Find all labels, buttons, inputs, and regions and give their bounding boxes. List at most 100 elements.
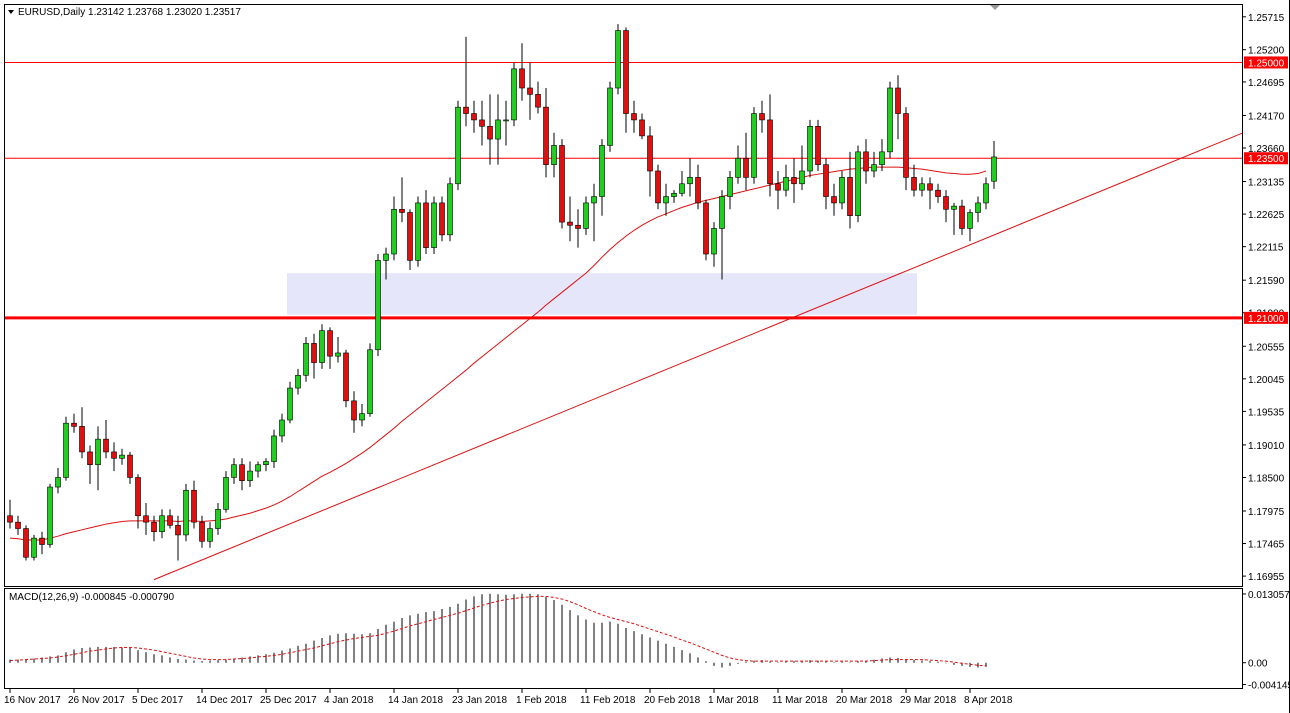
bull-candle [207, 528, 213, 542]
bear-candle [543, 106, 549, 165]
bear-candle [567, 221, 573, 226]
bear-candle [39, 537, 45, 545]
bear-candle [311, 343, 317, 363]
bull-candle [279, 419, 285, 437]
bear-candle [831, 196, 837, 204]
bull-candle [447, 183, 453, 236]
price-tick-label: 1.22625 [1248, 210, 1285, 221]
support-zone [287, 273, 917, 315]
trendline[interactable] [153, 114, 1290, 581]
bear-candle [631, 113, 637, 121]
bear-candle [327, 330, 333, 357]
symbol-header: EURUSD,Daily 1.23142 1.23768 1.23020 1.2… [18, 7, 241, 18]
bull-candle [951, 205, 957, 210]
bear-candle [767, 119, 773, 185]
bull-candle [607, 87, 613, 146]
bull-candle [375, 260, 381, 351]
bull-candle [359, 413, 365, 421]
price-tick-label: 1.18500 [1248, 473, 1285, 484]
time-tick-label: 8 Apr 2018 [964, 695, 1013, 706]
bear-candle [527, 87, 533, 95]
bull-candle [727, 177, 733, 197]
bear-candle [479, 119, 485, 127]
level-price-tag [1244, 152, 1288, 165]
time-tick-label: 16 Nov 2017 [4, 695, 61, 706]
bull-candle [615, 30, 621, 89]
bear-candle [639, 119, 645, 137]
bear-candle [791, 177, 797, 185]
macd-panel-frame [4, 588, 1243, 689]
bear-candle [847, 177, 853, 216]
bull-candle [879, 151, 885, 165]
bull-candle [95, 438, 101, 465]
bear-candle [239, 464, 245, 481]
macd-indicator: 0.013057 0.00 -0.004145 [9, 590, 1290, 692]
bear-candle [743, 157, 749, 178]
price-tick-label: 1.16955 [1248, 572, 1285, 583]
time-tick-label: 29 Mar 2018 [900, 695, 957, 706]
price-tick-label: 1.25200 [1248, 46, 1285, 57]
time-tick-label: 11 Mar 2018 [772, 695, 828, 706]
price-tick-label: 1.23135 [1248, 178, 1285, 189]
bull-candle [55, 477, 61, 488]
bull-candle [295, 375, 301, 389]
time-tick-label: 11 Feb 2018 [580, 695, 636, 706]
bear-candle [903, 113, 909, 178]
macd-header: MACD(12,26,9) -0.000845 -0.000790 [9, 592, 175, 603]
bear-candle [463, 106, 469, 114]
bear-candle [703, 202, 709, 255]
bull-candle [223, 477, 229, 510]
price-tick-label: 1.19535 [1248, 407, 1285, 418]
price-axis: 1.25715 1.25200 1.24695 1.24170 1.23660 1.231… [1242, 13, 1285, 583]
bull-candle [287, 387, 293, 421]
bull-candle [319, 330, 325, 363]
bull-candle [591, 196, 597, 204]
chart-shift-marker-icon[interactable] [990, 5, 1000, 10]
bear-candle [175, 525, 181, 536]
level-price-tag-text: 1.25000 [1248, 58, 1285, 69]
bear-candle [815, 126, 821, 165]
bear-candle [895, 87, 901, 114]
bear-candle [167, 515, 173, 526]
bear-candle [519, 68, 525, 89]
level-price-tag [1244, 56, 1288, 69]
bear-candle [559, 145, 565, 223]
bull-candle [735, 157, 741, 178]
bull-candle [663, 196, 669, 204]
bull-candle [303, 343, 309, 376]
time-axis: 16 Nov 2017 26 Nov 2017 5 Dec 2017 14 Dec 2… [4, 688, 1013, 706]
level-price-tag-text: 1.23500 [1248, 154, 1285, 165]
bull-candle [263, 461, 269, 465]
bear-candle [71, 422, 77, 427]
bear-candle [911, 177, 917, 191]
bull-candle [367, 349, 373, 414]
time-tick-label: 25 Dec 2017 [260, 695, 317, 706]
trendline-layer[interactable] [153, 114, 1290, 581]
bull-candle [687, 177, 693, 185]
bull-candle [247, 470, 253, 481]
bear-candle [775, 183, 781, 191]
bear-candle [655, 170, 661, 204]
bear-candle [623, 30, 629, 114]
bull-candle [495, 119, 501, 140]
bull-candle [711, 228, 717, 255]
bear-candle [135, 477, 141, 517]
bear-candle [823, 164, 829, 197]
price-tick-label: 1.22115 [1248, 243, 1284, 254]
price-tick-label: 1.20045 [1248, 375, 1285, 386]
bull-candle [799, 170, 805, 185]
bear-candle [7, 515, 13, 523]
bull-candle [503, 119, 509, 122]
bear-candle [399, 209, 405, 213]
bear-candle [535, 94, 541, 108]
macd-tick-label: 0.013057 [1248, 590, 1290, 601]
level-price-tags: 1.25000 1.23500 1.21000 [1244, 56, 1288, 325]
bull-candle [31, 537, 37, 558]
bear-candle [79, 426, 85, 453]
bear-candle [943, 196, 949, 210]
time-tick-label: 4 Jan 2018 [324, 695, 374, 706]
symbol-menu-arrow-icon[interactable] [8, 10, 14, 14]
bear-candle [103, 438, 109, 453]
bull-candle [255, 464, 261, 472]
